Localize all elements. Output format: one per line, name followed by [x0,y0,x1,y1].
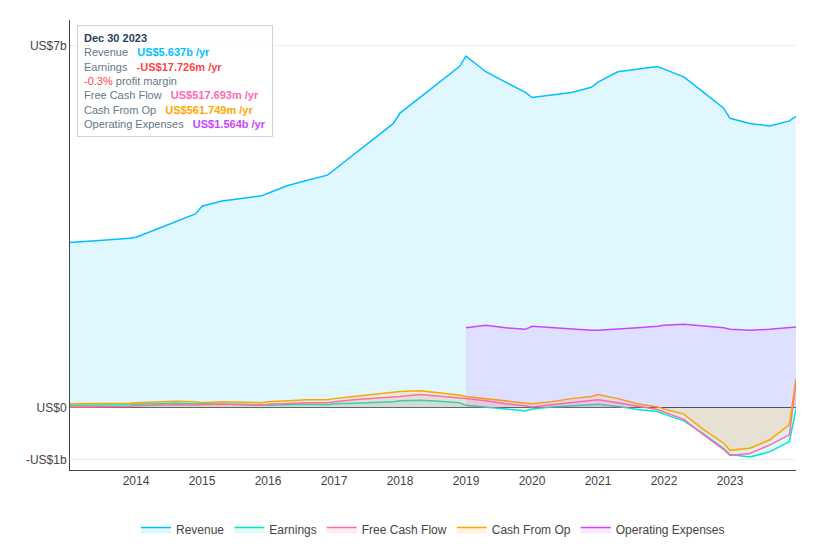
svg-text:2018: 2018 [387,474,414,488]
svg-text:2020: 2020 [519,474,546,488]
svg-text:2014: 2014 [123,474,150,488]
svg-text:Operating Expenses: Operating Expenses [616,523,725,537]
svg-text:2019: 2019 [453,474,480,488]
svg-text:US$0: US$0 [37,401,67,415]
svg-text:Free Cash Flow: Free Cash Flow [362,523,447,537]
svg-text:2021: 2021 [585,474,612,488]
svg-text:2023: 2023 [717,474,744,488]
svg-text:2015: 2015 [189,474,216,488]
svg-text:2022: 2022 [651,474,678,488]
svg-text:Cash From Op: Cash From Op [492,523,571,537]
svg-text:US$7b: US$7b [30,39,67,53]
svg-text:-US$1b: -US$1b [26,453,67,467]
svg-text:2017: 2017 [321,474,348,488]
svg-text:2016: 2016 [255,474,282,488]
svg-text:Revenue: Revenue [176,523,224,537]
svg-text:Earnings: Earnings [269,523,316,537]
svg-text:Dec 30 2023Revenue US$5.637b: Dec 30 2023Revenue US$5.637b /yrEarnings… [84,32,266,130]
